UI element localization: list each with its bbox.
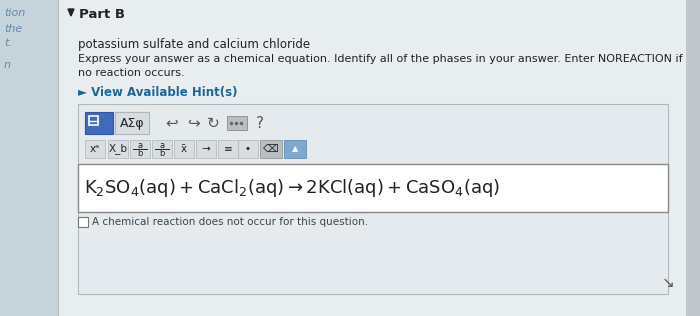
Text: ▲: ▲ [292,144,298,154]
Bar [78,104,668,294]
Text: tion: tion [4,8,25,18]
Text: n: n [4,60,11,70]
Bar [227,116,247,130]
Text: t.: t. [4,38,12,48]
Text: b: b [137,149,143,157]
Text: AΣφ: AΣφ [120,117,144,130]
Text: •: • [245,144,251,154]
Bar [238,140,258,158]
Polygon shape [68,9,74,16]
Text: ↘: ↘ [662,275,675,290]
Bar [115,112,149,134]
Text: xᵃ: xᵃ [90,144,100,154]
Text: ≡: ≡ [223,144,232,154]
Text: a: a [137,141,143,149]
Text: ↻: ↻ [206,116,219,131]
Text: ?: ? [256,116,264,131]
Bar [196,140,216,158]
Bar [130,140,150,158]
Bar [686,0,700,316]
Bar [174,140,194,158]
Bar [0,0,58,316]
Text: ► View Available Hint(s): ► View Available Hint(s) [78,86,237,99]
Bar [85,112,113,134]
Text: A chemical reaction does not occur for this question.: A chemical reaction does not occur for t… [92,217,368,227]
Text: potassium sulfate and calcium chloride: potassium sulfate and calcium chloride [78,38,310,51]
Text: a: a [160,141,164,149]
Text: →: → [202,144,211,154]
Bar [218,140,238,158]
Bar [78,164,668,212]
Bar [152,140,172,158]
Bar [284,140,306,158]
Text: X_b: X_b [108,143,127,155]
Bar [85,140,105,158]
Text: Express your answer as a chemical equation. Identify all of the phases in your a: Express your answer as a chemical equati… [78,54,682,64]
Text: no reaction occurs.: no reaction occurs. [78,68,185,78]
Text: ↪: ↪ [187,116,199,131]
Text: x̄: x̄ [181,144,187,154]
Bar [108,140,128,158]
Text: ↩: ↩ [166,116,179,131]
Bar [78,217,88,227]
Text: ⌫: ⌫ [263,144,279,154]
Text: Part B: Part B [79,8,125,21]
Text: the: the [4,24,22,34]
Text: b: b [160,149,164,157]
Bar [260,140,282,158]
Text: $\mathrm{K_2SO_4(aq) + CaCl_2(aq) \rightarrow 2KCl(aq) + CaSO_4(aq)}$: $\mathrm{K_2SO_4(aq) + CaCl_2(aq) \right… [84,177,500,199]
Bar [89,116,98,125]
